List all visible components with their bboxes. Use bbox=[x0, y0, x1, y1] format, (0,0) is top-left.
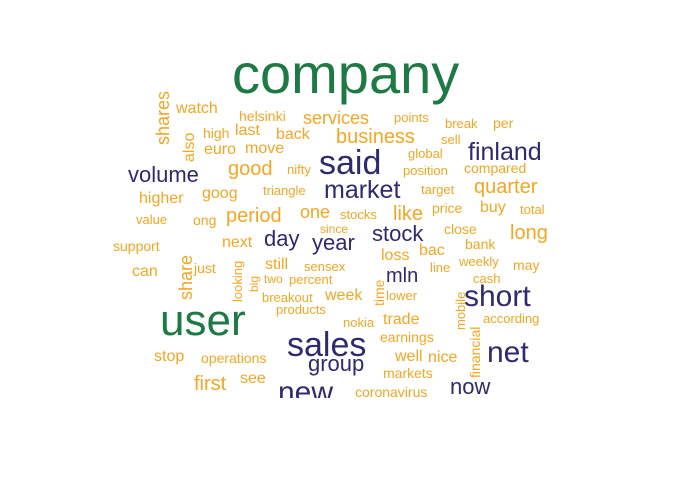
word-stock: stock bbox=[372, 221, 424, 246]
word-cloud-plot-area: company shares watch also helsinki servi… bbox=[110, 60, 560, 398]
word-value: value bbox=[136, 212, 168, 227]
word-see: see bbox=[240, 370, 266, 387]
word-bank: bank bbox=[465, 236, 496, 252]
word-lower: lower bbox=[386, 288, 418, 303]
word-first: first bbox=[194, 373, 227, 395]
word-bac: bac bbox=[419, 242, 445, 259]
word-period: period bbox=[226, 205, 282, 227]
word-helsinki: helsinki bbox=[239, 108, 286, 124]
word-quarter: quarter bbox=[474, 176, 538, 198]
word-buy: buy bbox=[480, 199, 506, 216]
word-breakout: breakout bbox=[262, 290, 313, 305]
word-week: week bbox=[325, 287, 363, 304]
word-sales: sales bbox=[287, 326, 367, 364]
word-long: long bbox=[510, 222, 548, 244]
word-mln: mln bbox=[386, 265, 419, 287]
word-net: net bbox=[487, 336, 529, 369]
word-year: year bbox=[312, 230, 355, 255]
word-group: group bbox=[308, 351, 365, 376]
word-company: company bbox=[232, 60, 460, 105]
word-nice: nice bbox=[428, 349, 458, 366]
word-good: good bbox=[228, 158, 273, 180]
word-compared: compared bbox=[464, 160, 527, 176]
word-points: points bbox=[394, 110, 429, 125]
word-last: last bbox=[235, 122, 260, 139]
word-high: high bbox=[203, 125, 230, 141]
word-may: may bbox=[513, 257, 540, 273]
word-position: position bbox=[403, 163, 448, 178]
word-said: said bbox=[319, 144, 382, 182]
word-watch: watch bbox=[176, 100, 218, 117]
word-line: line bbox=[430, 260, 451, 275]
word-coronavirus: coronavirus bbox=[355, 384, 428, 398]
word-break: break bbox=[445, 116, 478, 131]
word-volume: volume bbox=[128, 162, 199, 187]
word-share: share bbox=[176, 254, 196, 300]
word-next: next bbox=[222, 234, 253, 251]
word-services: services bbox=[303, 108, 370, 128]
word-mobile: mobile bbox=[453, 291, 468, 330]
word-trade: trade bbox=[383, 311, 420, 328]
word-target: target bbox=[421, 182, 455, 197]
word-according: according bbox=[483, 311, 540, 326]
word-weekly: weekly bbox=[459, 254, 499, 269]
word-day: day bbox=[264, 226, 300, 251]
word-time: time bbox=[371, 279, 387, 306]
word-percent: percent bbox=[289, 272, 333, 287]
word-loss: loss bbox=[381, 247, 410, 264]
word-support: support bbox=[113, 238, 160, 254]
word-close: close bbox=[444, 221, 477, 237]
word-new: new bbox=[278, 376, 334, 399]
word-higher: higher bbox=[139, 190, 184, 207]
word-still: still bbox=[265, 256, 289, 273]
word-user: user bbox=[160, 296, 246, 345]
word-per: per bbox=[493, 115, 514, 131]
word-total: total bbox=[520, 202, 545, 217]
word-well: well bbox=[395, 348, 423, 365]
word-can: can bbox=[132, 263, 158, 280]
word-market: market bbox=[324, 176, 401, 204]
word-operations: operations bbox=[201, 350, 267, 366]
word-cash: cash bbox=[473, 271, 501, 286]
word-goog: goog bbox=[202, 185, 238, 202]
word-stop: stop bbox=[154, 348, 185, 365]
word-like: like bbox=[393, 203, 424, 225]
word-big: big bbox=[247, 275, 261, 292]
word-euro: euro bbox=[204, 141, 237, 158]
word-short: short bbox=[464, 280, 531, 313]
word-two: two bbox=[264, 272, 283, 286]
word-since: since bbox=[320, 222, 349, 236]
word-sell: sell bbox=[441, 132, 461, 147]
word-also: also bbox=[181, 132, 198, 162]
word-finland: finland bbox=[468, 138, 542, 166]
word-nokia: nokia bbox=[343, 315, 375, 330]
word-shares: shares bbox=[153, 90, 173, 145]
word-financial: financial bbox=[467, 326, 483, 378]
word-price: price bbox=[432, 200, 463, 216]
word-markets: markets bbox=[383, 365, 433, 381]
word-products: products bbox=[276, 302, 326, 317]
word-earnings: earnings bbox=[380, 329, 434, 345]
word-one: one bbox=[300, 202, 331, 222]
word-just: just bbox=[194, 260, 216, 276]
word-now: now bbox=[450, 374, 491, 398]
word-stocks: stocks bbox=[340, 207, 377, 222]
word-nifty: nifty bbox=[287, 162, 311, 177]
word-move: move bbox=[245, 140, 285, 157]
word-triangle: triangle bbox=[263, 183, 306, 198]
word-global: global bbox=[408, 146, 443, 161]
word-ong: ong bbox=[193, 212, 217, 228]
word-sensex: sensex bbox=[304, 259, 346, 274]
word-back: back bbox=[276, 126, 310, 143]
word-business: business bbox=[336, 126, 415, 148]
